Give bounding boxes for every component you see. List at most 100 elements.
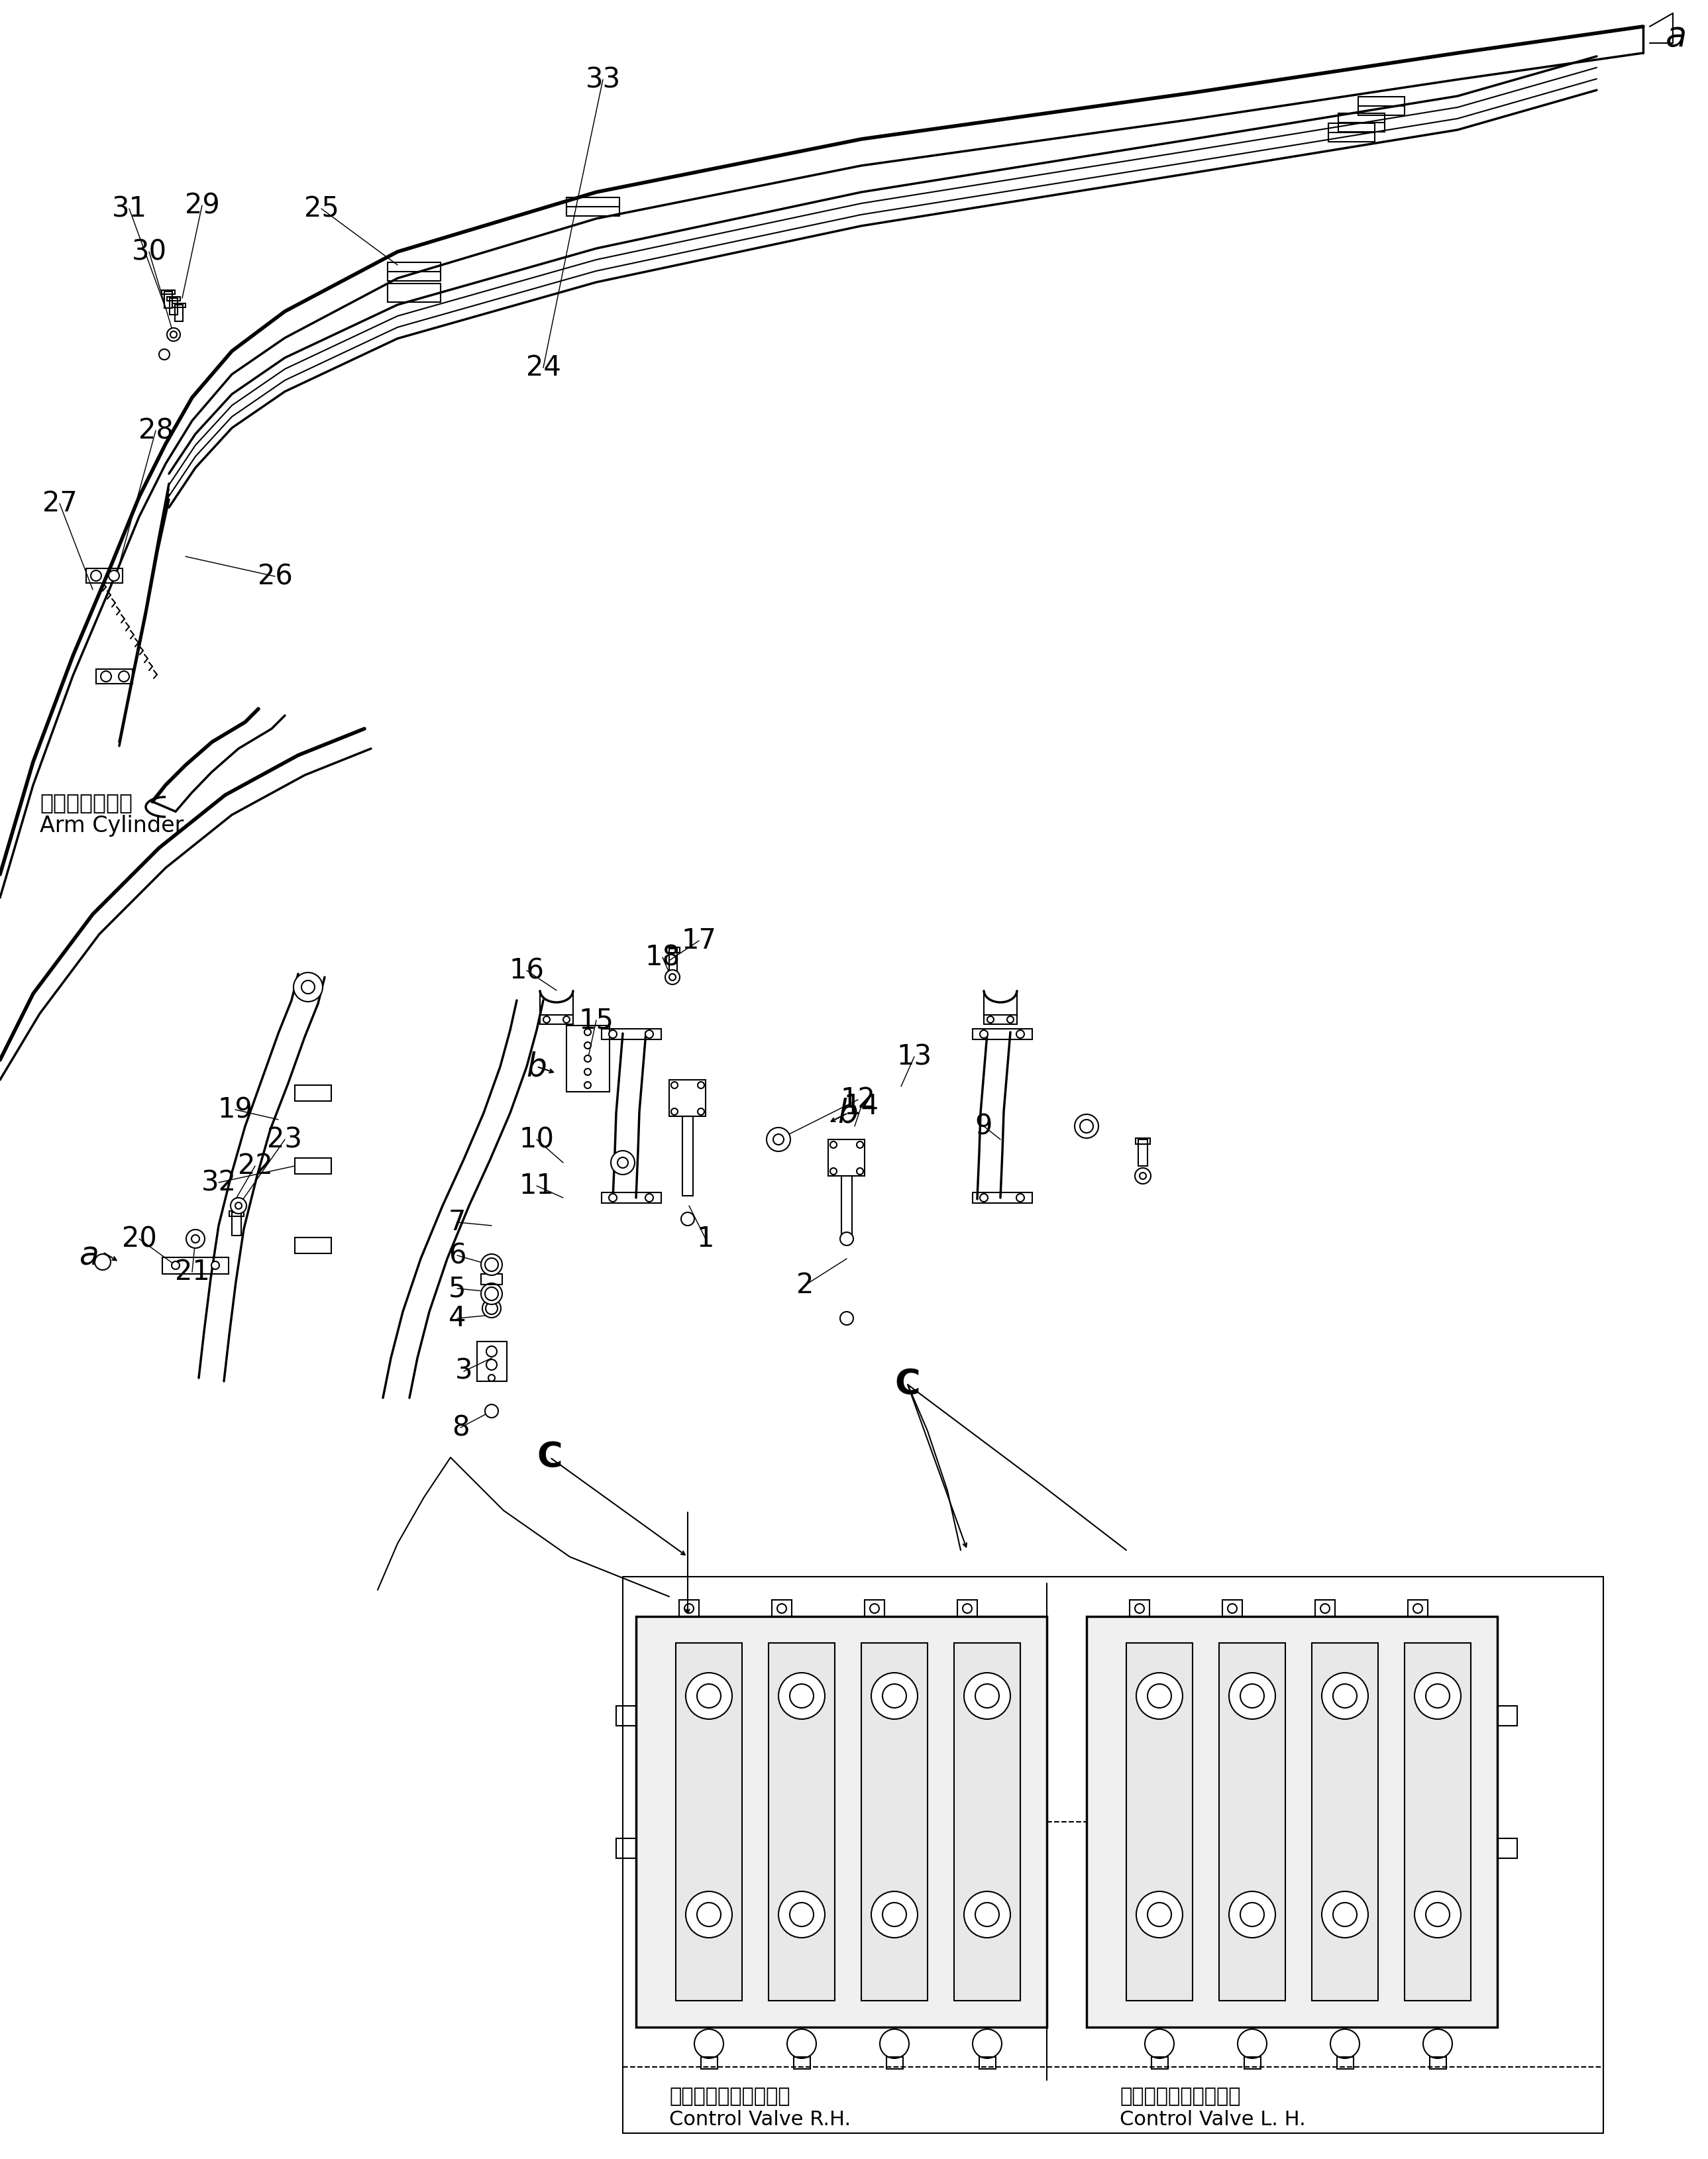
Text: 24: 24 — [526, 354, 560, 382]
Text: 22: 22 — [237, 1153, 273, 1179]
Bar — [232, 1213, 241, 1235]
Bar — [670, 1080, 705, 1116]
Circle shape — [671, 1082, 678, 1088]
Circle shape — [646, 1194, 652, 1203]
Text: 25: 25 — [304, 194, 338, 222]
Circle shape — [1230, 1891, 1276, 1939]
Circle shape — [482, 1282, 502, 1304]
Bar — [162, 289, 174, 294]
Circle shape — [695, 2029, 724, 2058]
Circle shape — [681, 1213, 695, 1226]
Bar — [617, 1837, 635, 1859]
Circle shape — [1016, 1194, 1025, 1203]
Bar — [1223, 1600, 1242, 1617]
Bar — [617, 1706, 635, 1725]
Text: コントロールバルブ左: コントロールバルブ左 — [1120, 2088, 1240, 2105]
Circle shape — [779, 1673, 825, 1719]
Bar — [1138, 1140, 1148, 1166]
Bar — [1136, 1138, 1149, 1144]
Bar — [1315, 1600, 1336, 1617]
Bar — [972, 1030, 1032, 1038]
Bar — [295, 1157, 331, 1174]
Circle shape — [608, 1194, 617, 1203]
Text: 14: 14 — [844, 1092, 880, 1121]
Text: a: a — [80, 1239, 99, 1272]
Circle shape — [830, 1142, 837, 1149]
Circle shape — [883, 1684, 907, 1708]
Text: 16: 16 — [509, 956, 545, 985]
Circle shape — [101, 671, 111, 682]
Circle shape — [231, 1198, 246, 1213]
Text: 15: 15 — [579, 1006, 613, 1034]
Bar — [1086, 1617, 1498, 2027]
Circle shape — [685, 1604, 693, 1613]
Text: コントロールバルブ右: コントロールバルブ右 — [670, 2088, 791, 2105]
Circle shape — [1240, 1902, 1264, 1926]
Circle shape — [159, 350, 169, 361]
Bar — [772, 1600, 793, 1617]
Text: 23: 23 — [268, 1125, 302, 1153]
Bar — [295, 1237, 331, 1254]
Circle shape — [543, 1017, 550, 1023]
Circle shape — [880, 2029, 909, 2058]
Text: 1: 1 — [697, 1224, 714, 1252]
Bar — [229, 1211, 244, 1216]
Circle shape — [482, 1254, 502, 1276]
Bar — [162, 1257, 229, 1274]
Bar — [1129, 1600, 1149, 1617]
Text: 13: 13 — [897, 1043, 933, 1071]
Bar — [1220, 1643, 1286, 2001]
Bar — [601, 1192, 661, 1203]
Circle shape — [1230, 1673, 1276, 1719]
Text: 9: 9 — [975, 1112, 992, 1140]
Circle shape — [608, 1030, 617, 1038]
Circle shape — [564, 1017, 570, 1023]
Text: 30: 30 — [132, 237, 167, 266]
Circle shape — [980, 1030, 987, 1038]
Text: Arm Cylinder: Arm Cylinder — [39, 814, 184, 838]
Bar — [567, 196, 620, 216]
Text: 7: 7 — [449, 1209, 466, 1237]
Text: 32: 32 — [202, 1168, 236, 1196]
Circle shape — [1414, 1891, 1460, 1939]
Circle shape — [482, 1300, 500, 1317]
Circle shape — [485, 1406, 499, 1418]
Text: 31: 31 — [111, 194, 147, 222]
Bar — [1151, 2058, 1168, 2068]
Bar — [1404, 1643, 1471, 2001]
Bar — [828, 1140, 864, 1177]
Circle shape — [857, 1142, 863, 1149]
Bar — [1312, 1643, 1378, 2001]
Circle shape — [584, 1030, 591, 1036]
Circle shape — [857, 1168, 863, 1174]
Text: 18: 18 — [646, 943, 680, 972]
Bar — [683, 1116, 693, 1196]
Circle shape — [883, 1902, 907, 1926]
Circle shape — [1228, 1604, 1237, 1613]
Text: Control Valve L. H.: Control Valve L. H. — [1120, 2109, 1305, 2129]
Bar — [167, 296, 181, 300]
Circle shape — [294, 972, 323, 1002]
Circle shape — [664, 969, 680, 985]
Circle shape — [118, 671, 130, 682]
Circle shape — [1322, 1673, 1368, 1719]
Circle shape — [1144, 2029, 1173, 2058]
Circle shape — [671, 1108, 678, 1114]
Circle shape — [871, 1673, 917, 1719]
Circle shape — [1413, 1604, 1423, 1613]
Bar — [676, 1643, 741, 2001]
Circle shape — [975, 1684, 999, 1708]
Bar — [1339, 112, 1385, 132]
Circle shape — [191, 1235, 200, 1244]
Circle shape — [1136, 1673, 1182, 1719]
Text: アームシリンダ: アームシリンダ — [39, 792, 133, 814]
Text: 11: 11 — [519, 1172, 553, 1200]
Bar — [955, 1643, 1020, 2001]
Bar — [295, 1086, 331, 1101]
Text: 26: 26 — [258, 563, 292, 589]
Circle shape — [646, 1030, 652, 1038]
Circle shape — [975, 1902, 999, 1926]
Circle shape — [485, 1302, 497, 1315]
Circle shape — [869, 1604, 880, 1613]
Text: 27: 27 — [43, 490, 77, 518]
